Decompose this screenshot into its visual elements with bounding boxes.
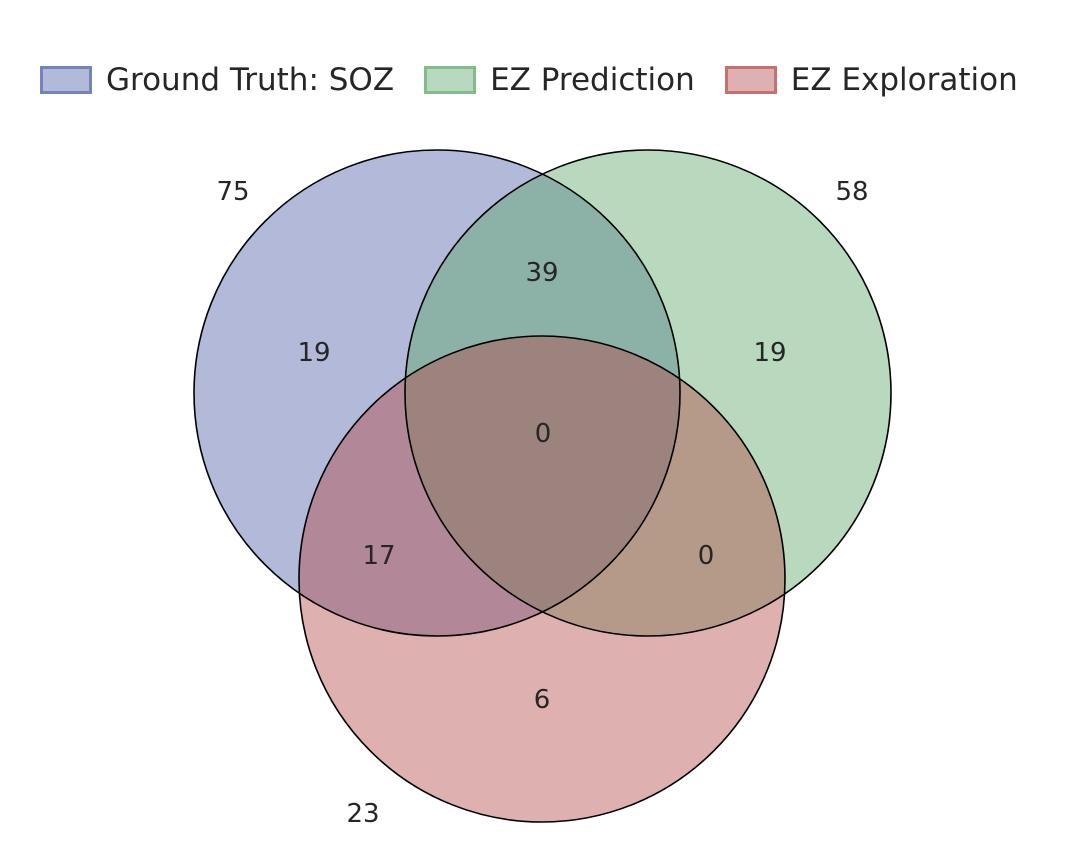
total-exploration: 23 [346,799,379,829]
legend-swatch-soz [40,66,92,94]
region-soz-exploration: 17 [362,541,395,571]
legend-item-soz: Ground Truth: SOZ [40,62,394,98]
circle-prediction [405,150,891,636]
region-soz-only: 19 [297,338,330,368]
legend-swatch-prediction [424,66,477,94]
region-exploration-only: 6 [534,685,551,715]
legend-swatch-exploration [724,66,777,94]
region-soz-prediction: 39 [525,258,558,288]
outline-prediction [404,149,892,637]
circle-exploration [299,336,785,822]
region-prediction-only: 19 [753,338,786,368]
legend-label-soz: Ground Truth: SOZ [106,62,395,98]
region-prediction-exploration: 0 [698,541,715,571]
total-prediction: 58 [835,177,868,207]
legend-label-prediction: EZ Prediction [490,62,695,98]
outline-soz [193,149,681,637]
circle-soz [194,150,680,636]
legend-item-prediction: EZ Prediction [424,62,695,98]
legend-label-exploration: EZ Exploration [790,62,1018,98]
legend-item-exploration: EZ Exploration [724,62,1018,98]
outline-exploration [298,335,786,823]
total-soz: 75 [216,177,249,207]
region-all-three: 0 [535,419,552,449]
legend: Ground Truth: SOZ EZ Prediction EZ Explo… [40,58,1018,102]
